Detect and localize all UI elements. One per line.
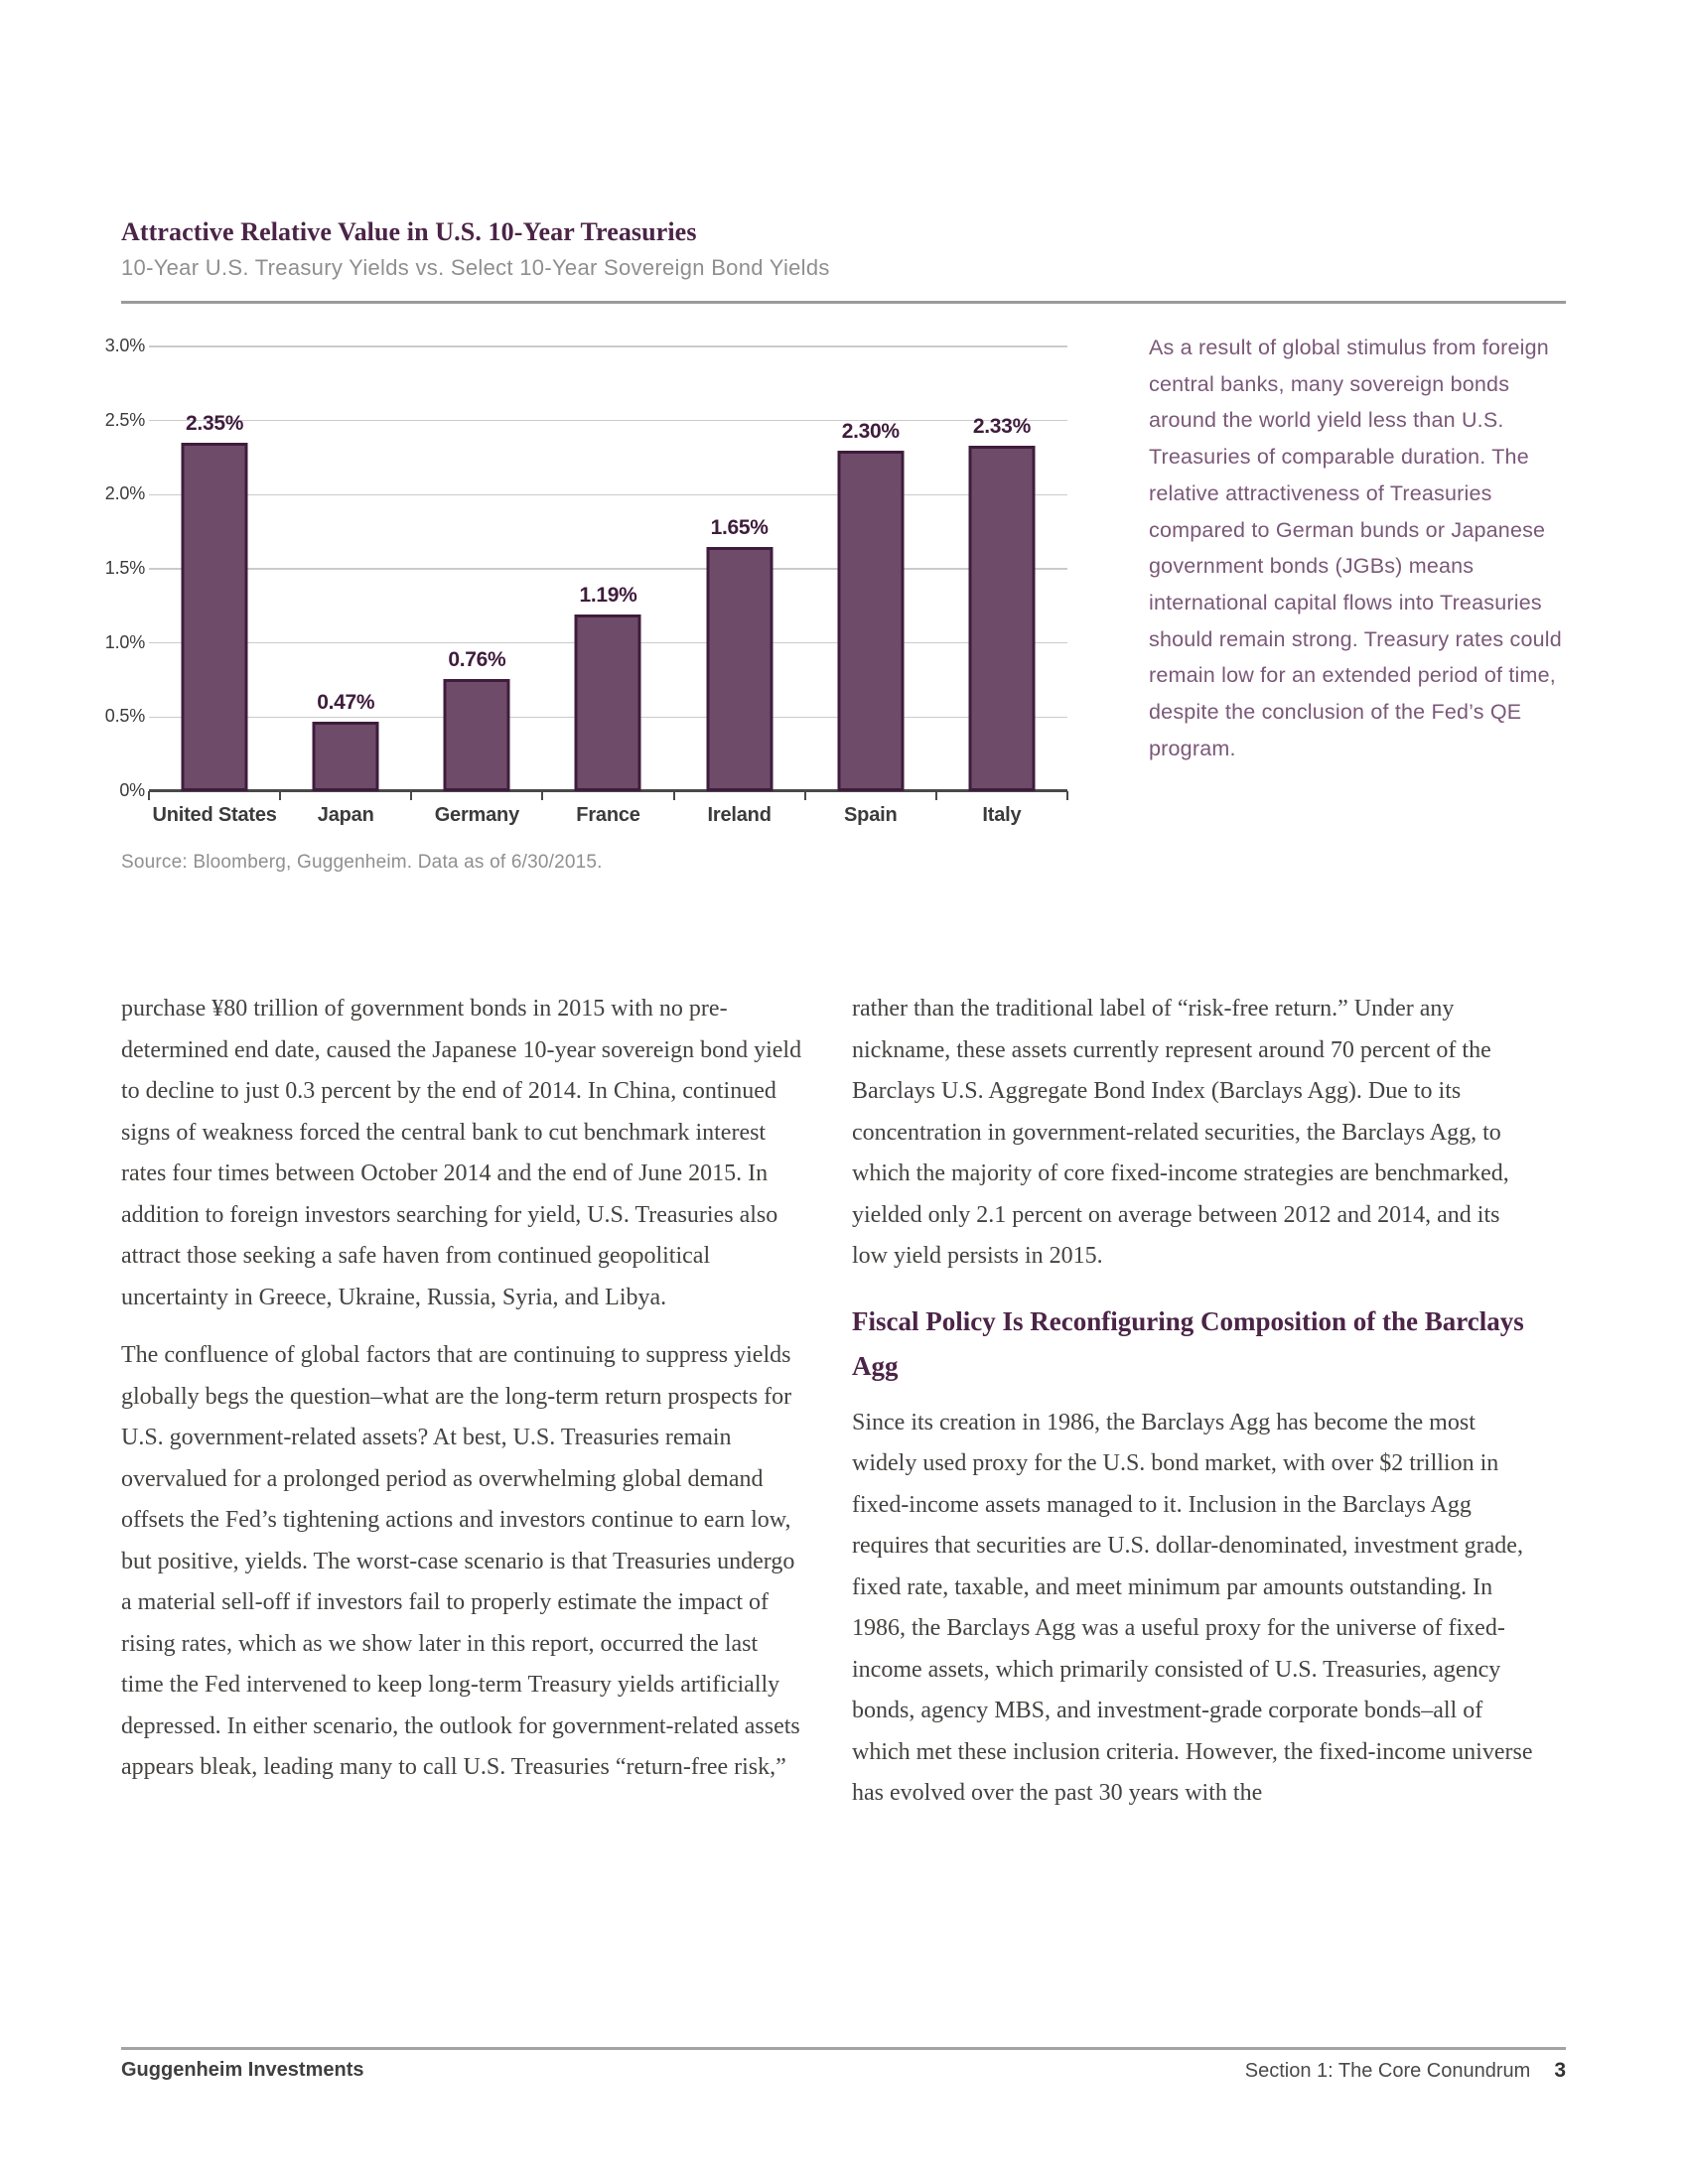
- bar-slot: 1.65%: [674, 346, 805, 791]
- footer-brand: Guggenheim Investments: [121, 2059, 364, 2081]
- y-axis-label: 1.0%: [104, 631, 145, 652]
- gridline: [149, 419, 1067, 422]
- x-axis-label: United States: [152, 804, 277, 826]
- bar: [443, 678, 510, 791]
- page-title: Attractive Relative Value in U.S. 10-Yea…: [121, 217, 697, 246]
- bar: [706, 546, 774, 791]
- bar-chart-plot-area: 2.35% United States 0.47% Japan 0.76% Germany…: [148, 345, 1068, 826]
- bar-value-label: 2.30%: [841, 419, 900, 443]
- x-axis-tick: [934, 791, 937, 800]
- bar-slot: 2.30%: [805, 346, 936, 791]
- bar-slot: 2.35%: [149, 346, 280, 791]
- gridline: [149, 568, 1067, 570]
- x-axis-label: Ireland: [707, 804, 772, 826]
- bar-slot: 2.33%: [936, 346, 1067, 791]
- bar-value-label: 0.76%: [448, 647, 506, 671]
- bar-slot: 0.47%: [280, 346, 411, 791]
- chart-source-note: Source: Bloomberg, Guggenheim. Data as o…: [121, 852, 603, 873]
- bar: [837, 450, 905, 791]
- y-axis-label: 3.0%: [104, 336, 145, 355]
- body-paragraph: rather than the traditional label of “ri…: [852, 996, 1509, 1269]
- bar-value-label: 1.19%: [579, 584, 637, 608]
- header-divider: [121, 301, 1566, 304]
- page-subtitle: 10-Year U.S. Treasury Yields vs. Select …: [121, 255, 830, 280]
- x-axis-tick: [148, 791, 150, 800]
- bar: [312, 721, 379, 791]
- footer-divider: [121, 2047, 1566, 2050]
- y-axis-label: 2.0%: [104, 483, 145, 504]
- footer-right: Section 1: The Core Conundrum 3: [1245, 2059, 1566, 2083]
- gridline: [149, 345, 1067, 347]
- x-axis-tick: [803, 791, 806, 800]
- footer-section-title: Section 1: The Core Conundrum: [1244, 2060, 1531, 2082]
- x-axis-tick: [672, 791, 675, 800]
- body-paragraph: Since its creation in 1986, the Barclays…: [852, 1409, 1533, 1807]
- bar-value-label: 1.65%: [710, 515, 769, 539]
- body-column-right: rather than the traditional label of “ri…: [852, 989, 1535, 1832]
- section-heading: Fiscal Policy Is Reconfiguring Compositi…: [852, 1305, 1524, 1381]
- body-paragraph: purchase ¥80 trillion of government bond…: [121, 996, 802, 1310]
- y-axis-label: 1.5%: [104, 558, 145, 578]
- bar-value-label: 0.47%: [317, 690, 375, 714]
- body-paragraph: The confluence of global factors that ar…: [121, 1342, 800, 1780]
- x-axis-tick: [279, 791, 282, 800]
- bar: [181, 443, 248, 791]
- bar-slot: 0.76%: [411, 346, 542, 791]
- bar-value-label: 2.35%: [186, 412, 244, 436]
- y-axis-label: 2.5%: [104, 409, 145, 430]
- footer-page-number: 3: [1554, 2059, 1566, 2082]
- x-axis-label: Japan: [317, 804, 374, 826]
- y-axis-label: 0.5%: [104, 706, 145, 727]
- x-axis-tick: [541, 791, 544, 800]
- bar-value-label: 2.33%: [972, 415, 1031, 439]
- x-axis-tick: [1066, 791, 1068, 800]
- body-column-left: purchase ¥80 trillion of government bond…: [121, 989, 804, 1806]
- bar-chart: 2.35% United States 0.47% Japan 0.76% Germany…: [101, 336, 1074, 843]
- x-axis-label: France: [576, 804, 640, 826]
- x-axis-label: Italy: [982, 804, 1022, 826]
- gridline: [149, 493, 1067, 496]
- x-axis-label: Spain: [844, 804, 898, 826]
- bar-slot: 1.19%: [542, 346, 673, 791]
- x-axis-tick: [410, 791, 413, 800]
- y-axis-label: 0%: [119, 780, 145, 800]
- x-axis-label: Germany: [434, 804, 520, 826]
- bar: [574, 614, 641, 791]
- sidebar-callout-text: As a result of global stimulus from fore…: [1149, 336, 1562, 760]
- bar: [968, 446, 1036, 791]
